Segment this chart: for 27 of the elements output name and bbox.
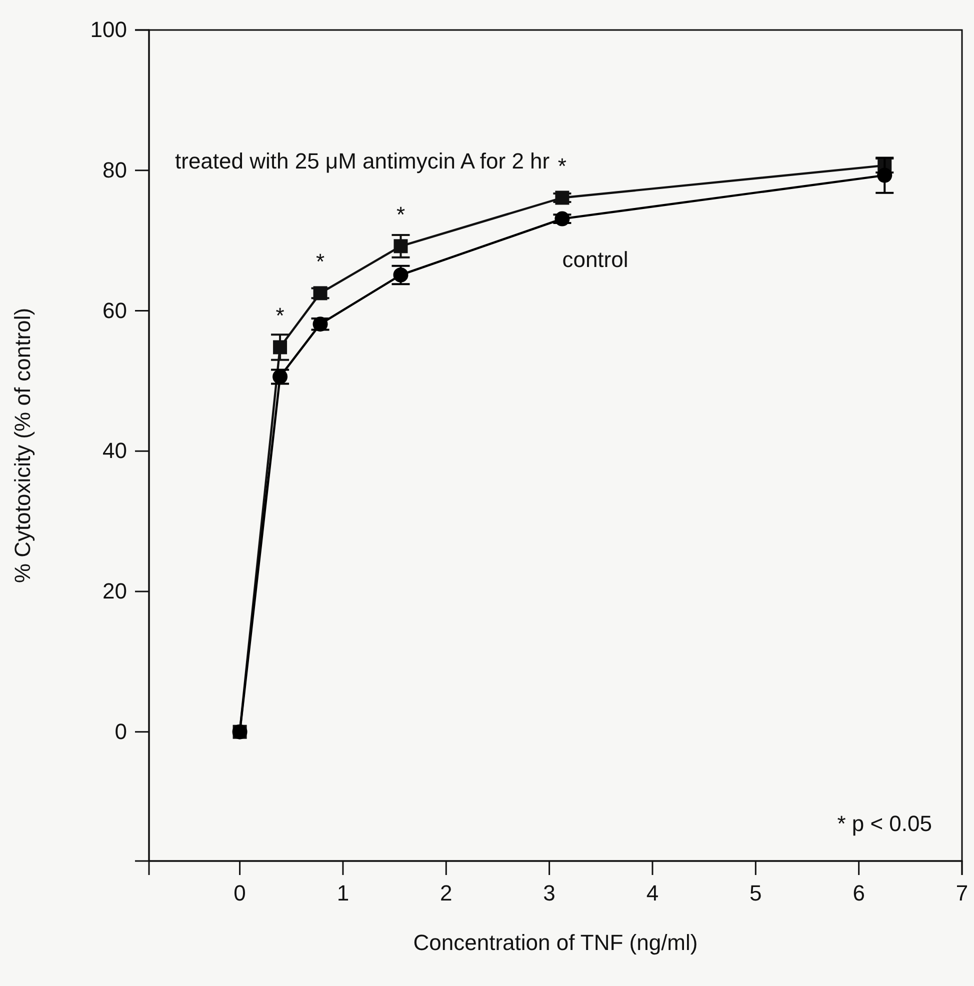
annotation: * [396,202,406,228]
x-tick-label: 5 [750,880,762,906]
annotation: * p < 0.05 [837,811,932,836]
point [394,239,408,254]
x-tick-label: 3 [543,880,556,906]
annotation: * [316,249,325,274]
y-tick-label: 100 [90,17,127,42]
point [555,190,570,205]
y-tick-label: 80 [102,157,127,182]
point [313,286,328,300]
x-tick-label: 7 [956,880,968,906]
x-tick-label: 6 [852,880,865,906]
y-tick-label: 60 [102,298,127,323]
y-axis-title: % Cytotoxicity (% of control) [10,308,35,584]
x-tick-label: 1 [336,880,350,906]
y-tick-label: 20 [102,578,127,604]
annotation: * [558,154,567,179]
series-label: treated with 25 μM antimycin A for 2 hr [175,148,550,174]
y-tick-label: 40 [102,438,127,464]
annotation: * [276,303,285,328]
x-tick-label: 2 [440,880,452,906]
point [273,340,288,354]
y-tick-label: 0 [114,718,127,744]
x-tick-label: 0 [234,880,246,906]
x-axis-title: Concentration of TNF (ng/ml) [413,930,698,955]
series-label: control [562,246,628,272]
x-tick-label: 4 [646,880,659,906]
